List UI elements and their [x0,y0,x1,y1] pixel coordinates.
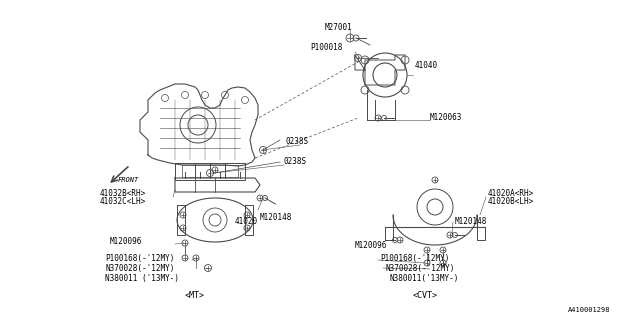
Text: N370028(-'12MY): N370028(-'12MY) [385,263,454,273]
Text: <CVT>: <CVT> [413,291,438,300]
Text: M120096: M120096 [355,241,387,250]
Text: 0238S: 0238S [284,157,307,166]
Text: 41020B<LH>: 41020B<LH> [488,197,534,206]
Text: M120063: M120063 [430,114,462,123]
Text: FRONT: FRONT [118,177,140,183]
Text: 41032C<LH>: 41032C<LH> [100,197,147,206]
Text: M120096: M120096 [110,237,142,246]
Text: P100168(-'12MY): P100168(-'12MY) [380,253,449,262]
Text: <MT>: <MT> [185,291,205,300]
Text: M27001: M27001 [325,22,353,31]
Text: 41020: 41020 [235,218,258,227]
Text: 41020A<RH>: 41020A<RH> [488,188,534,197]
Text: M120148: M120148 [260,212,292,221]
Text: N380011('13MY-): N380011('13MY-) [390,274,460,283]
Text: P100168(-'12MY): P100168(-'12MY) [105,253,174,262]
Text: P100018: P100018 [310,44,342,52]
Text: A410001298: A410001298 [568,307,611,313]
Text: 0238S: 0238S [285,138,308,147]
Text: N380011 ('13MY-): N380011 ('13MY-) [105,274,179,283]
Text: 41032B<RH>: 41032B<RH> [100,188,147,197]
Text: M120148: M120148 [455,218,488,227]
Text: 41040: 41040 [415,60,438,69]
Text: N370028(-'12MY): N370028(-'12MY) [105,263,174,273]
